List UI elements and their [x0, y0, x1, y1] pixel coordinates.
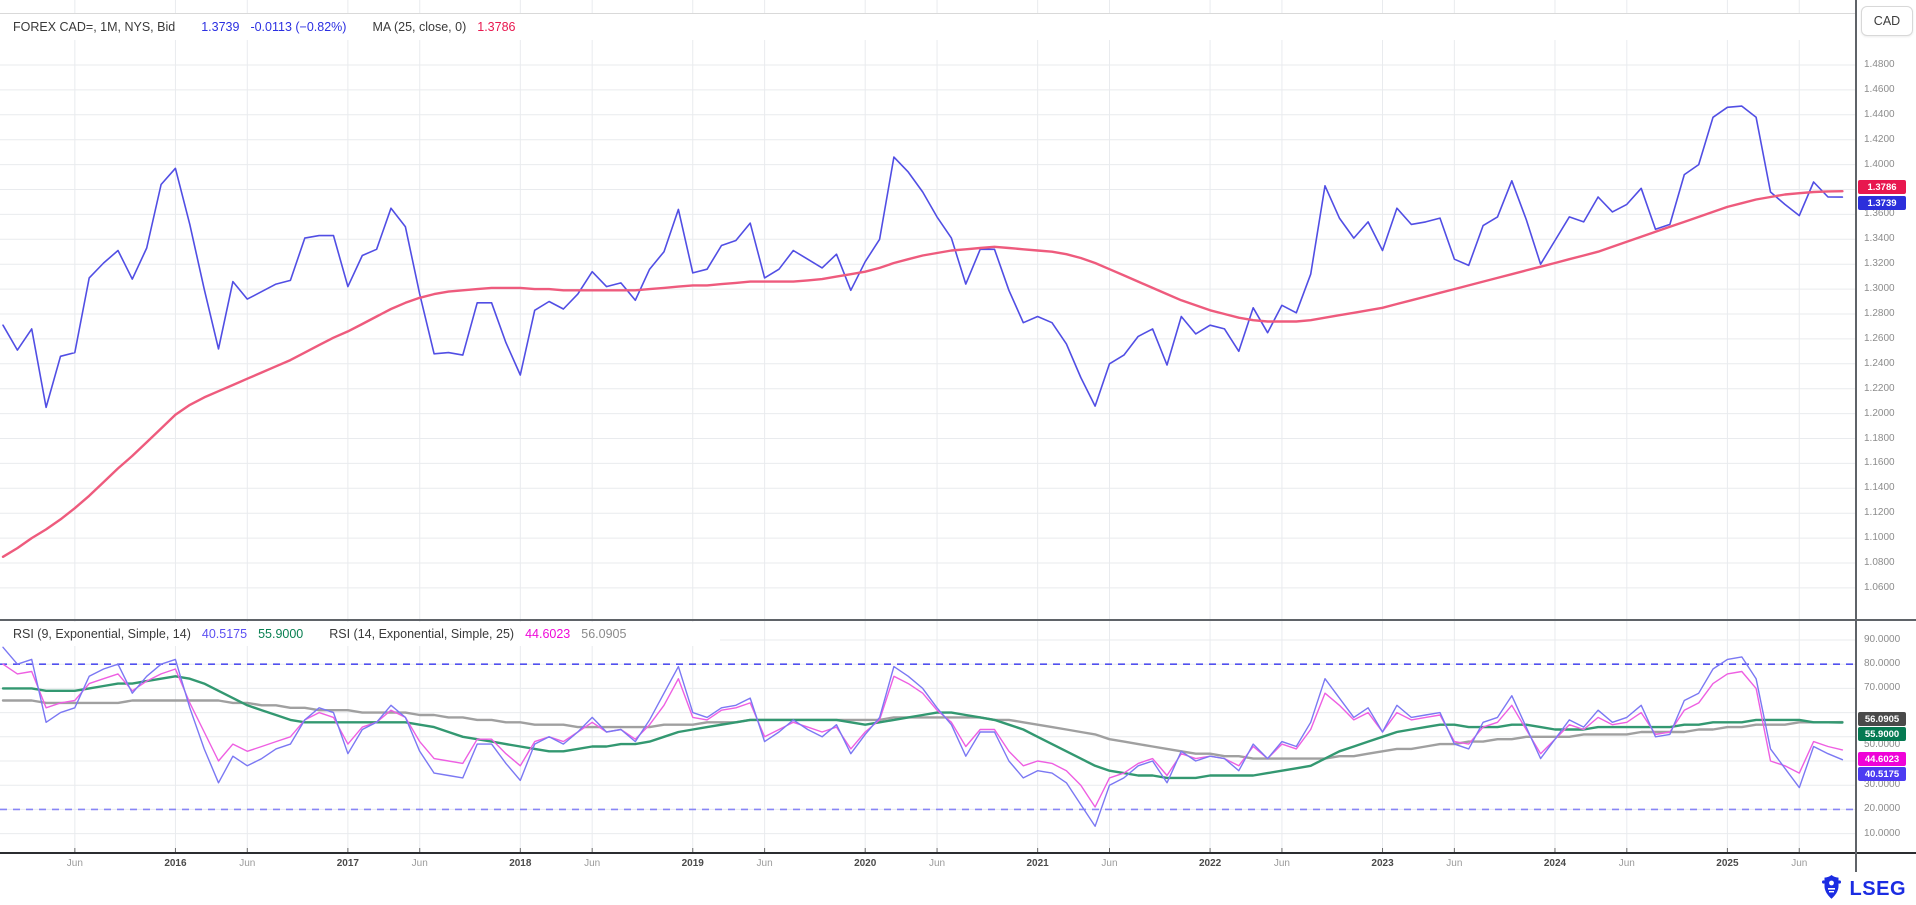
price-change: -0.0113 (−0.82%): [250, 20, 347, 34]
rsi-axis-tick: 90.0000: [1864, 634, 1901, 645]
rsi-legend-bar: RSI (9, Exponential, Simple, 14) 40.5175…: [0, 622, 720, 646]
ma-label[interactable]: MA (25, close, 0): [372, 20, 467, 34]
rsi-axis-tick: 10.0000: [1864, 827, 1901, 839]
x-axis-month-label: Jun: [756, 858, 773, 869]
rsi14-value: 44.6023: [525, 627, 571, 641]
rsi14-signal-badge: 56.0905: [1858, 712, 1906, 726]
price-axis-tick: 1.4000: [1864, 158, 1895, 170]
quote-values: 1.3739 -0.0113 (−0.82%): [201, 20, 346, 34]
lseg-crest-icon: [1819, 874, 1844, 905]
ma-value: 1.3786: [477, 20, 516, 34]
last-price-badge: 1.3739: [1858, 196, 1906, 210]
x-axis-year-label: 2023: [1371, 858, 1394, 869]
price-axis-area[interactable]: 1.4800 1.4600 1.4400 1.4200 1.4000 1.3600 1.34…: [1856, 0, 1916, 875]
x-axis-year-label: 2021: [1026, 858, 1049, 869]
price-axis-tick: 1.2600: [1864, 332, 1895, 344]
ma-value-badge: 1.3786: [1858, 180, 1906, 194]
x-axis-month-label: Jun: [1101, 858, 1118, 869]
rsi9-signal-badge: 55.9000: [1858, 727, 1906, 741]
rsi9-label[interactable]: RSI (9, Exponential, Simple, 14): [13, 627, 191, 641]
price-axis-tick: 1.2400: [1864, 357, 1895, 369]
last-price: 1.3739: [201, 20, 240, 34]
x-axis-year-label: 2017: [336, 858, 359, 869]
price-axis-tick: 1.1000: [1864, 532, 1895, 544]
price-axis-tick: 1.4200: [1864, 133, 1895, 145]
price-axis-tick: 1.0800: [1864, 557, 1895, 568]
rsi-axis-tick: 20.0000: [1864, 803, 1901, 815]
price-axis-tick: 1.1800: [1864, 432, 1895, 444]
price-axis-tick: 1.3600: [1864, 208, 1895, 220]
rsi9-signal-value: 55.9000: [258, 627, 304, 641]
instrument-title[interactable]: FOREX CAD=, 1M, NYS, Bid: [13, 20, 176, 34]
rsi14-label[interactable]: RSI (14, Exponential, Simple, 25): [329, 627, 515, 641]
x-axis-month-label: Jun: [66, 858, 83, 869]
price-axis-tick: 1.1200: [1864, 507, 1895, 519]
rsi14-signal-value: 56.0905: [581, 627, 627, 641]
price-axis-tick: 1.2200: [1864, 382, 1895, 394]
price-axis-tick: 1.1400: [1864, 482, 1895, 494]
x-axis-month-label: Jun: [1791, 858, 1808, 869]
x-axis-year-label: 2024: [1543, 858, 1567, 869]
currency-button[interactable]: CAD: [1861, 6, 1913, 36]
x-axis-month-label: Jun: [928, 858, 946, 869]
rsi-axis-tick: 50.0000: [1864, 739, 1901, 750]
price-axis-tick: 1.0600: [1864, 581, 1895, 593]
price-axis-tick: 1.3400: [1864, 233, 1895, 245]
x-axis-month-label: Jun: [1618, 858, 1635, 869]
rsi-axis-tick: 70.0000: [1864, 682, 1901, 694]
price-axis-tick: 1.2000: [1864, 407, 1895, 419]
x-axis-month-label: Jun: [239, 858, 256, 869]
x-axis-month-label: Jun: [1273, 858, 1290, 869]
price-axis-tick: 1.1600: [1864, 457, 1895, 469]
price-axis-tick: 1.4400: [1864, 108, 1895, 120]
price-axis-tick: 1.3000: [1864, 283, 1895, 295]
lseg-logo-text: LSEG: [1849, 878, 1906, 900]
x-axis-year-label: 2020: [854, 858, 877, 869]
x-axis-month-label: Jun: [584, 858, 601, 869]
rsi9-legend: RSI (9, Exponential, Simple, 14) 40.5175…: [13, 627, 303, 641]
lseg-branding: LSEG: [1819, 874, 1906, 905]
x-axis-year-label: 2016: [164, 858, 187, 869]
price-axis-tick: 1.3200: [1864, 258, 1895, 270]
price-axis-tick: 1.4600: [1864, 83, 1895, 95]
rsi9-value-badge: 40.5175: [1858, 767, 1906, 781]
rsi14-value-badge: 44.6023: [1858, 752, 1906, 766]
rsi-axis-tick: 30.0000: [1864, 779, 1901, 791]
time-axis-area[interactable]: Jun 2016 Jun 2017 Jun 2018 Jun 2019 Jun 2020 Jun 20…: [0, 855, 1855, 877]
x-axis-month-label: Jun: [1446, 858, 1463, 869]
x-axis-year-label: 2019: [681, 858, 704, 869]
x-axis-year-label: 2025: [1716, 858, 1739, 869]
price-axis-tick: 1.4800: [1864, 59, 1895, 70]
x-axis-year-label: 2018: [509, 858, 532, 869]
price-axis-tick: 1.2800: [1864, 308, 1895, 319]
x-axis-year-label: 2022: [1198, 858, 1222, 869]
rsi-axis-tick: 80.0000: [1864, 658, 1901, 670]
price-legend-bar: FOREX CAD=, 1M, NYS, Bid 1.3739 -0.0113 …: [0, 13, 1855, 40]
rsi9-value: 40.5175: [201, 627, 248, 641]
x-axis-month-label: Jun: [411, 858, 428, 869]
ma-legend: MA (25, close, 0) 1.3786: [372, 20, 515, 34]
rsi14-legend: RSI (14, Exponential, Simple, 25) 44.602…: [329, 627, 626, 641]
